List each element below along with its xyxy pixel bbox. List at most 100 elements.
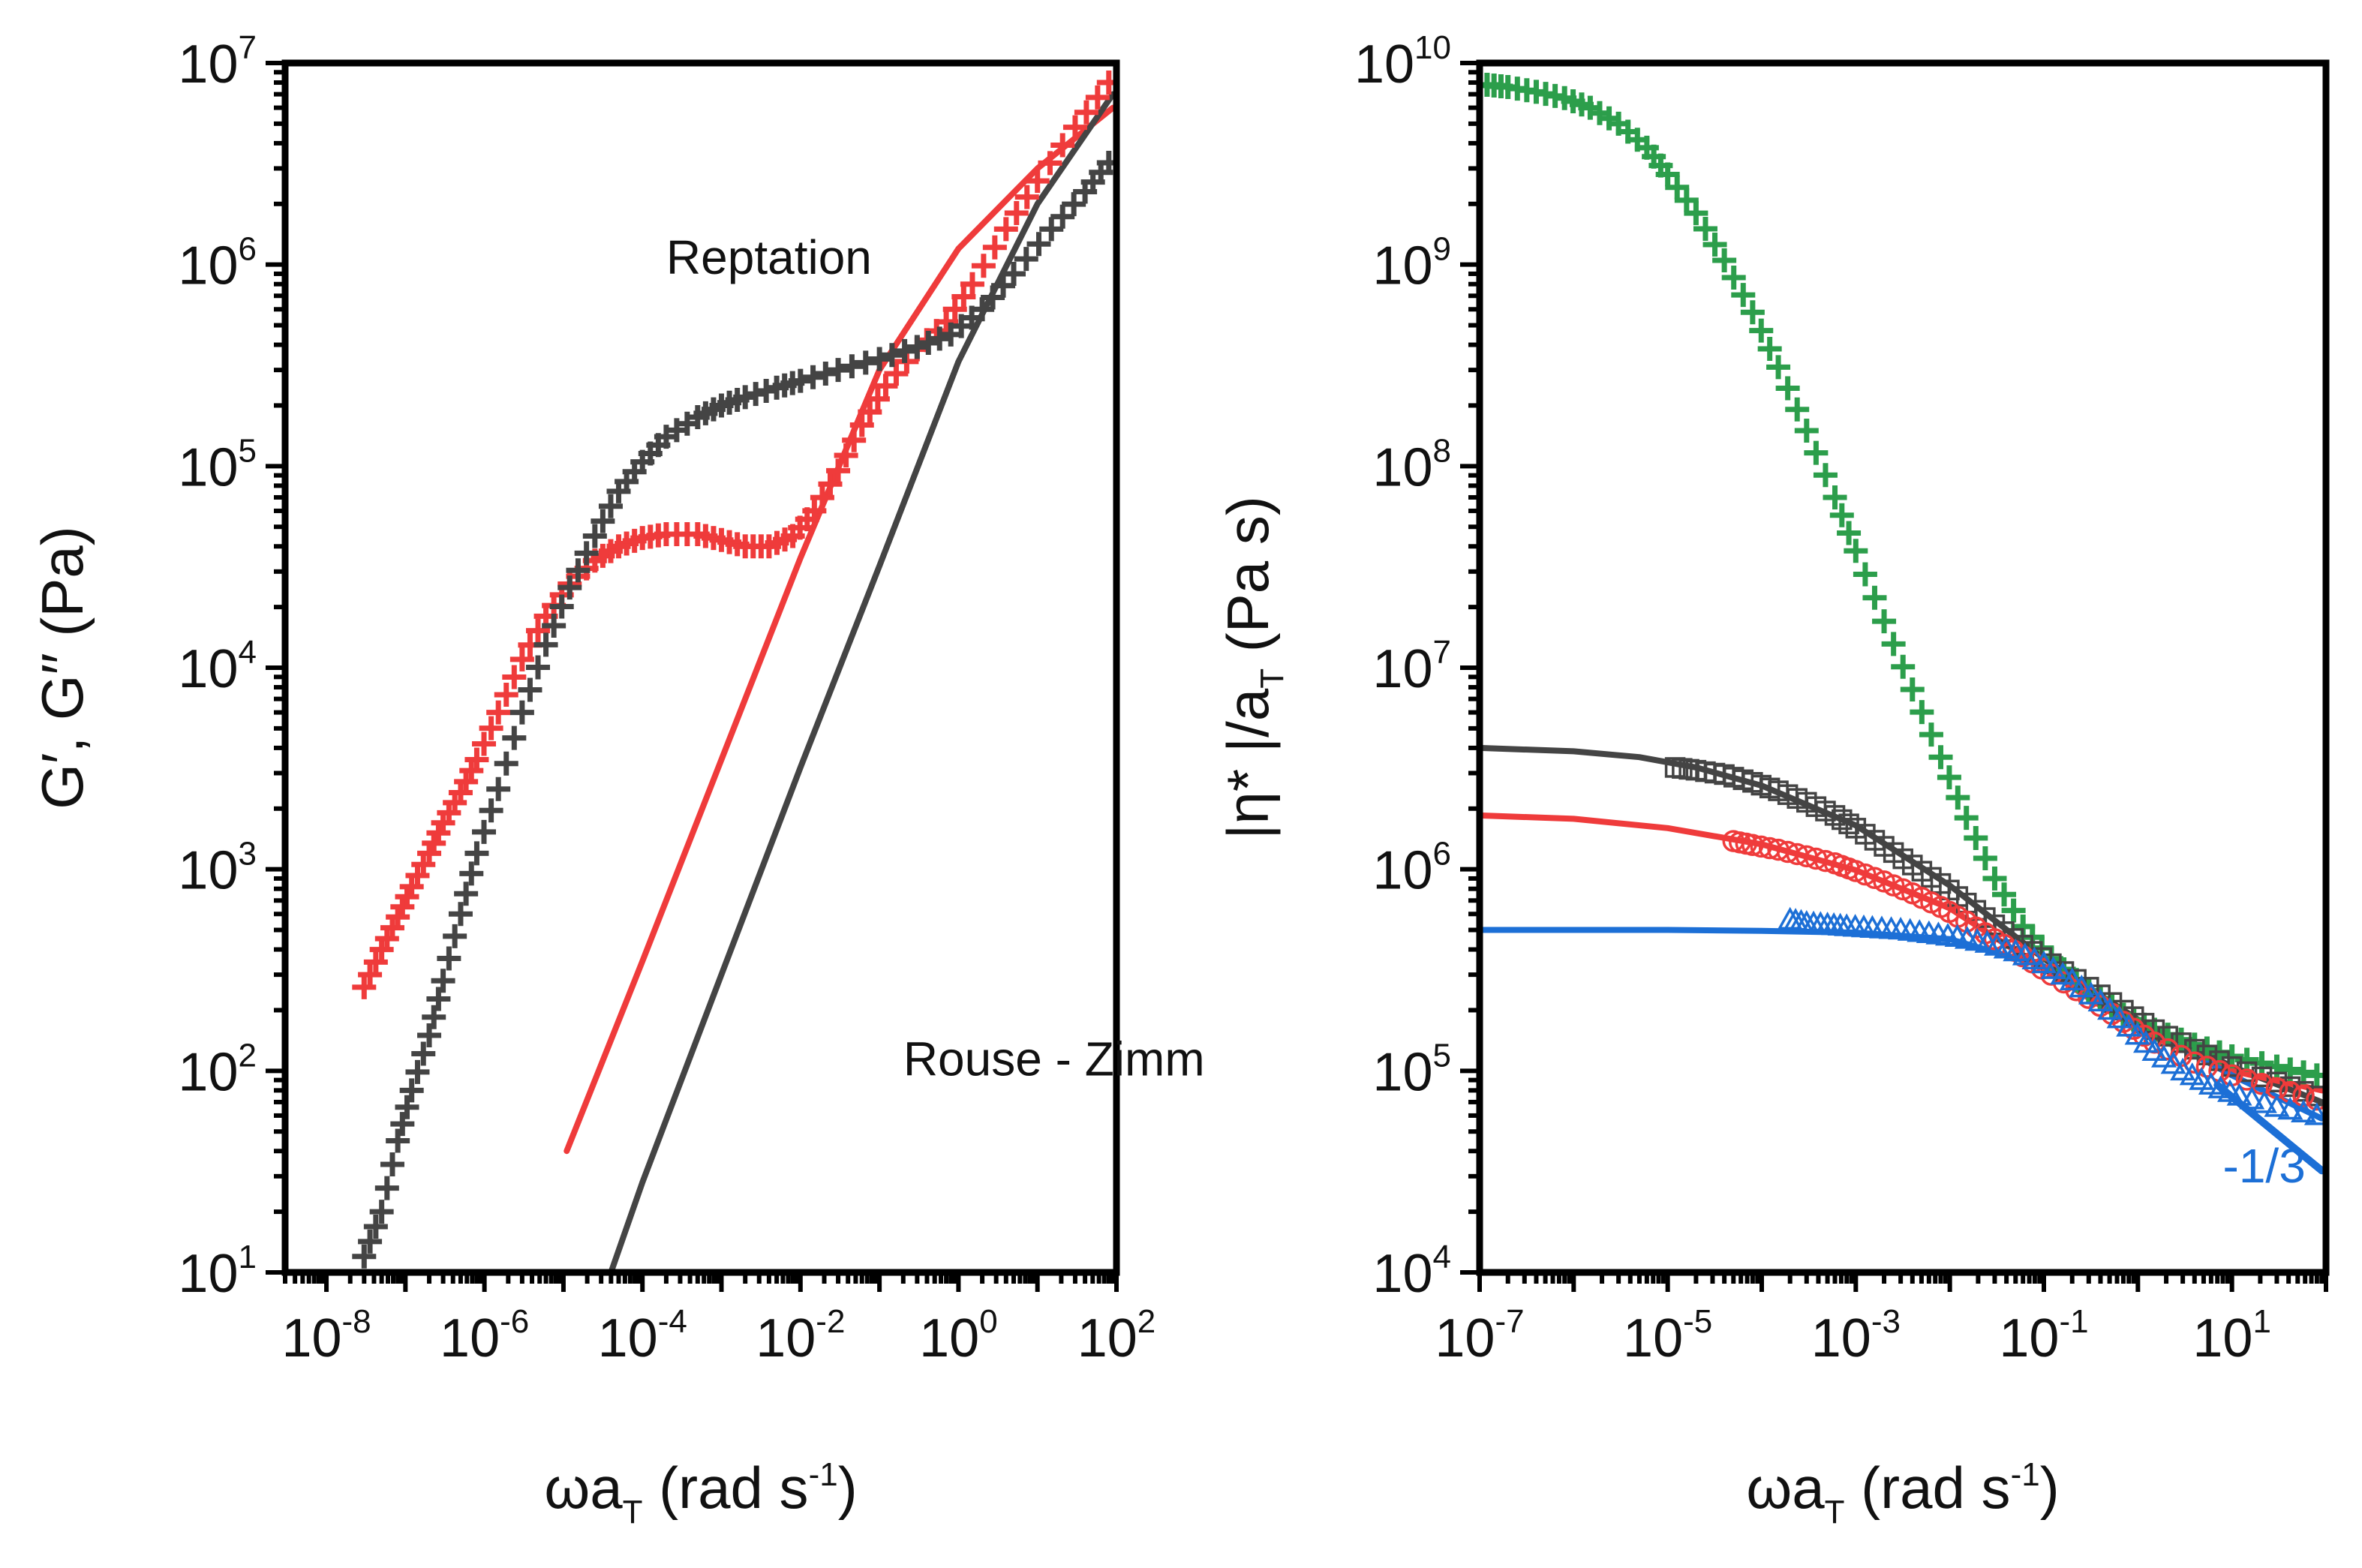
data-point	[1982, 866, 2007, 891]
data-point	[1794, 419, 1819, 443]
data-point	[426, 987, 451, 1011]
data-point	[873, 374, 898, 398]
data-point	[834, 443, 858, 468]
data-point	[448, 902, 473, 927]
data-point	[2235, 1068, 2258, 1091]
data-point	[352, 1244, 377, 1269]
data-point	[1050, 204, 1075, 229]
data-point	[993, 217, 1018, 242]
data-point	[1862, 585, 1887, 610]
x-tick-label: 10-5	[1623, 1303, 1712, 1368]
data-point	[1881, 632, 1906, 656]
y-tick-label: 109	[1372, 231, 1451, 296]
data-point	[422, 1005, 446, 1029]
data-point	[1775, 376, 1800, 401]
data-point	[518, 677, 542, 702]
fit-line	[608, 91, 1116, 1272]
data-point	[2184, 1038, 2205, 1060]
data-point	[2234, 1047, 2259, 1072]
data-point	[1891, 654, 1916, 679]
data-point	[2150, 1044, 2177, 1068]
data-point	[2141, 1038, 2168, 1062]
data-point	[386, 1128, 410, 1153]
data-point	[1085, 85, 1110, 110]
data-point	[2087, 988, 2114, 1012]
data-point	[2101, 992, 2123, 1014]
data-point	[2291, 1099, 2317, 1122]
data-point	[865, 386, 890, 411]
data-point	[1002, 261, 1026, 286]
data-point	[494, 751, 518, 776]
data-point	[363, 950, 388, 975]
data-point	[1026, 232, 1051, 257]
data-point	[2040, 956, 2066, 979]
data-point	[549, 594, 574, 619]
y-tick-label: 108	[1372, 432, 1451, 497]
plot-marks	[1480, 72, 2326, 1175]
data-point	[509, 700, 534, 725]
data-point	[1873, 870, 1895, 893]
x-tick-label: 10-2	[756, 1303, 845, 1368]
data-point	[2189, 1067, 2215, 1090]
data-point	[395, 1095, 419, 1119]
data-point	[840, 354, 864, 379]
data-point	[2170, 1057, 2196, 1081]
data-point	[813, 361, 838, 386]
data-point	[2157, 1026, 2178, 1047]
data-point	[916, 330, 941, 355]
data-point	[574, 541, 599, 566]
data-point	[2001, 898, 2026, 923]
chart-panel-moduli: 10-8 10-6 10-4 10-2 100 102 101 102 103 104 105 106…	[29, 29, 1205, 1530]
data-point	[486, 776, 511, 801]
data-point	[826, 358, 851, 383]
data-point	[1837, 521, 1862, 545]
data-point	[1014, 185, 1039, 209]
data-point	[2031, 950, 2057, 974]
series-3	[1777, 906, 2326, 1125]
data-point	[1937, 765, 1961, 790]
data-point	[459, 861, 484, 886]
data-point	[1665, 175, 1690, 200]
y-tick-label: 106	[1372, 836, 1451, 901]
data-point	[884, 362, 909, 386]
data-point	[598, 494, 623, 518]
data-point	[2179, 1062, 2205, 1086]
data-point	[431, 969, 455, 993]
data-point	[358, 1229, 383, 1254]
data-point	[2291, 1060, 2316, 1085]
data-point	[1062, 115, 1087, 140]
data-point	[1684, 201, 1708, 226]
data-point	[2124, 1022, 2150, 1045]
data-point	[1853, 562, 1877, 587]
data-point	[486, 700, 511, 725]
data-point	[982, 235, 1007, 260]
data-point	[526, 618, 551, 643]
data-point	[448, 780, 473, 805]
data-point	[1900, 677, 1925, 701]
data-point	[479, 716, 503, 740]
data-point	[971, 254, 996, 278]
data-point	[905, 335, 930, 359]
y-tick-label: 101	[178, 1239, 257, 1304]
data-point	[1731, 283, 1756, 308]
data-point	[472, 819, 497, 844]
data-point	[352, 975, 377, 999]
data-point	[533, 632, 558, 657]
data-point	[934, 309, 959, 334]
data-point	[2116, 1014, 2142, 1037]
data-point	[374, 927, 399, 951]
data-point	[380, 1152, 404, 1177]
data-point	[399, 1078, 424, 1103]
data-point	[1025, 169, 1050, 194]
data-point	[494, 683, 518, 707]
data-point	[1014, 247, 1038, 272]
y-tick-label: 105	[178, 432, 257, 497]
data-point	[454, 769, 479, 794]
y-tick-label: 104	[1372, 1239, 1451, 1304]
data-point	[369, 937, 394, 962]
x-tick-label: 100	[919, 1303, 998, 1368]
data-point	[801, 365, 825, 389]
data-point	[2209, 1050, 2230, 1071]
x-tick-label: 10-4	[598, 1303, 687, 1368]
y-tick-label: 102	[178, 1037, 257, 1102]
